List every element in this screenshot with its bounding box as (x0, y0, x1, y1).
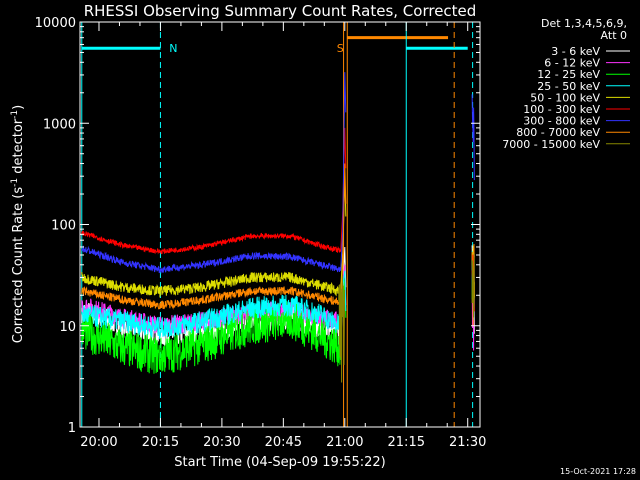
y-axis-label-mid: detector (11, 118, 26, 178)
series-line (471, 253, 475, 318)
y-tick-label: 10000 (35, 16, 76, 31)
legend-entry-label: 12 - 25 keV (537, 68, 600, 81)
series-line (81, 163, 347, 310)
legend-entry-label: 50 - 100 keV (530, 91, 600, 104)
x-tick-label: 20:45 (265, 435, 302, 450)
series-line (81, 72, 347, 274)
x-axis-label: Start Time (04-Sep-09 19:55:22) (174, 455, 385, 470)
chart-title: RHESSI Observing Summary Count Rates, Co… (84, 2, 477, 20)
legend-entry-label: 800 - 7000 keV (516, 126, 600, 139)
y-axis-label-sup2: -1 (10, 110, 20, 119)
legend-header-line-2: Att 0 (601, 29, 627, 42)
footer-date: 15-Oct-2021 17:28 (560, 467, 636, 476)
y-axis-label-end: ) (11, 105, 26, 110)
legend-entry-label: 3 - 6 keV (551, 45, 600, 58)
legend-entry-label: 6 - 12 keV (544, 57, 600, 70)
y-axis-label-main: Corrected Count Rate (s (11, 187, 26, 344)
legend-entry-label: 300 - 800 keV (523, 115, 600, 128)
x-tick-label: 20:00 (80, 435, 117, 450)
legend-entry-label: 25 - 50 keV (537, 80, 600, 93)
y-tick-label: 100 (51, 219, 76, 234)
x-tick-label: 20:15 (142, 435, 179, 450)
series-line (81, 176, 347, 298)
legend-entry-label: 7000 - 15000 keV (502, 138, 600, 151)
series-line (471, 94, 475, 181)
flag-annotation-label: N (169, 42, 177, 55)
legend-header-line-1: Det 1,3,4,5,6,9, (541, 17, 627, 30)
x-tick-label: 20:30 (203, 435, 240, 450)
series-line (81, 270, 347, 340)
y-tick-label: 1000 (43, 117, 76, 132)
legend-entry-label: 100 - 300 keV (523, 103, 600, 116)
y-axis-label: Corrected Count Rate (s-1 detector-1) (10, 105, 26, 343)
flag-annotation-label: S (337, 42, 344, 55)
x-tick-label: 21:15 (388, 435, 425, 450)
series-line (81, 127, 347, 255)
plot-area: 1 10 100 1000 10000 20:00 20:15 20:30 20:45 21:0… (35, 16, 487, 450)
y-tick-label: 1 (68, 421, 76, 436)
x-tick-label: 21:00 (326, 435, 363, 450)
y-axis-label-sup1: -1 (10, 178, 20, 187)
x-tick-label: 21:30 (449, 435, 486, 450)
y-tick-label: 10 (59, 320, 76, 335)
series-line (338, 275, 346, 383)
